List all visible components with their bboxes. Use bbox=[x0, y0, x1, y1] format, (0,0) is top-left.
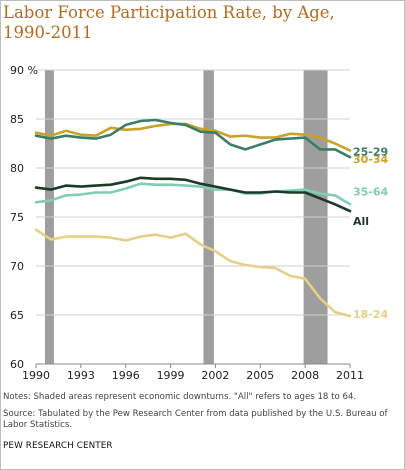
x-tick-label-1990: 1990 bbox=[22, 369, 50, 382]
gridlines-group bbox=[36, 69, 350, 316]
series-label-All: All bbox=[353, 215, 369, 228]
series-label-18-24: 18-24 bbox=[353, 308, 389, 321]
x-tick-label-1999: 1999 bbox=[157, 369, 185, 382]
series-label-25-29: 25-29 bbox=[353, 145, 388, 158]
chart-title: Labor Force Participation Rate, by Age, … bbox=[3, 3, 398, 43]
x-tick-label-2011: 2011 bbox=[336, 369, 364, 382]
x-tick-label-2002: 2002 bbox=[201, 369, 229, 382]
y-tick-label-80: 80 bbox=[10, 162, 24, 175]
series-line-18-24 bbox=[34, 228, 352, 318]
series-line-25-29 bbox=[34, 118, 352, 159]
x-tick-label-2005: 2005 bbox=[246, 369, 274, 382]
y-tick-label-70: 70 bbox=[10, 260, 24, 273]
series-label-30-34: 30-34 bbox=[353, 153, 389, 166]
series-group bbox=[34, 118, 352, 318]
chart-source: Source: Tabulated by the Pew Research Ce… bbox=[3, 409, 388, 430]
axes-group: 60 65 70 75 80 85 90 % 1990 1993 1996 1999 2002 2005… bbox=[10, 64, 364, 382]
y-tick-label-65: 65 bbox=[10, 309, 24, 322]
series-line-All bbox=[34, 176, 352, 213]
y-tick-label-85: 85 bbox=[10, 113, 24, 126]
series-line-35-64 bbox=[34, 182, 352, 206]
x-tick-label-1993: 1993 bbox=[67, 369, 95, 382]
chart-title-line-1: Labor Force Participation Rate, by Age, bbox=[3, 3, 335, 22]
series-line-30-34 bbox=[34, 122, 352, 152]
series-label-35-64: 35-64 bbox=[353, 186, 389, 199]
chart-note: Notes: Shaded areas represent economic d… bbox=[3, 392, 357, 402]
y-tick-label-90: 90 % bbox=[10, 64, 38, 77]
y-tick-label-75: 75 bbox=[10, 211, 24, 224]
organization-credit: PEW RESEARCH CENTER bbox=[3, 441, 113, 451]
x-tick-label-2008: 2008 bbox=[291, 369, 319, 382]
y-tick-label-60: 60 bbox=[10, 358, 24, 371]
chart-title-line-2: 1990-2011 bbox=[3, 23, 93, 42]
x-tick-label-1996: 1996 bbox=[112, 369, 140, 382]
